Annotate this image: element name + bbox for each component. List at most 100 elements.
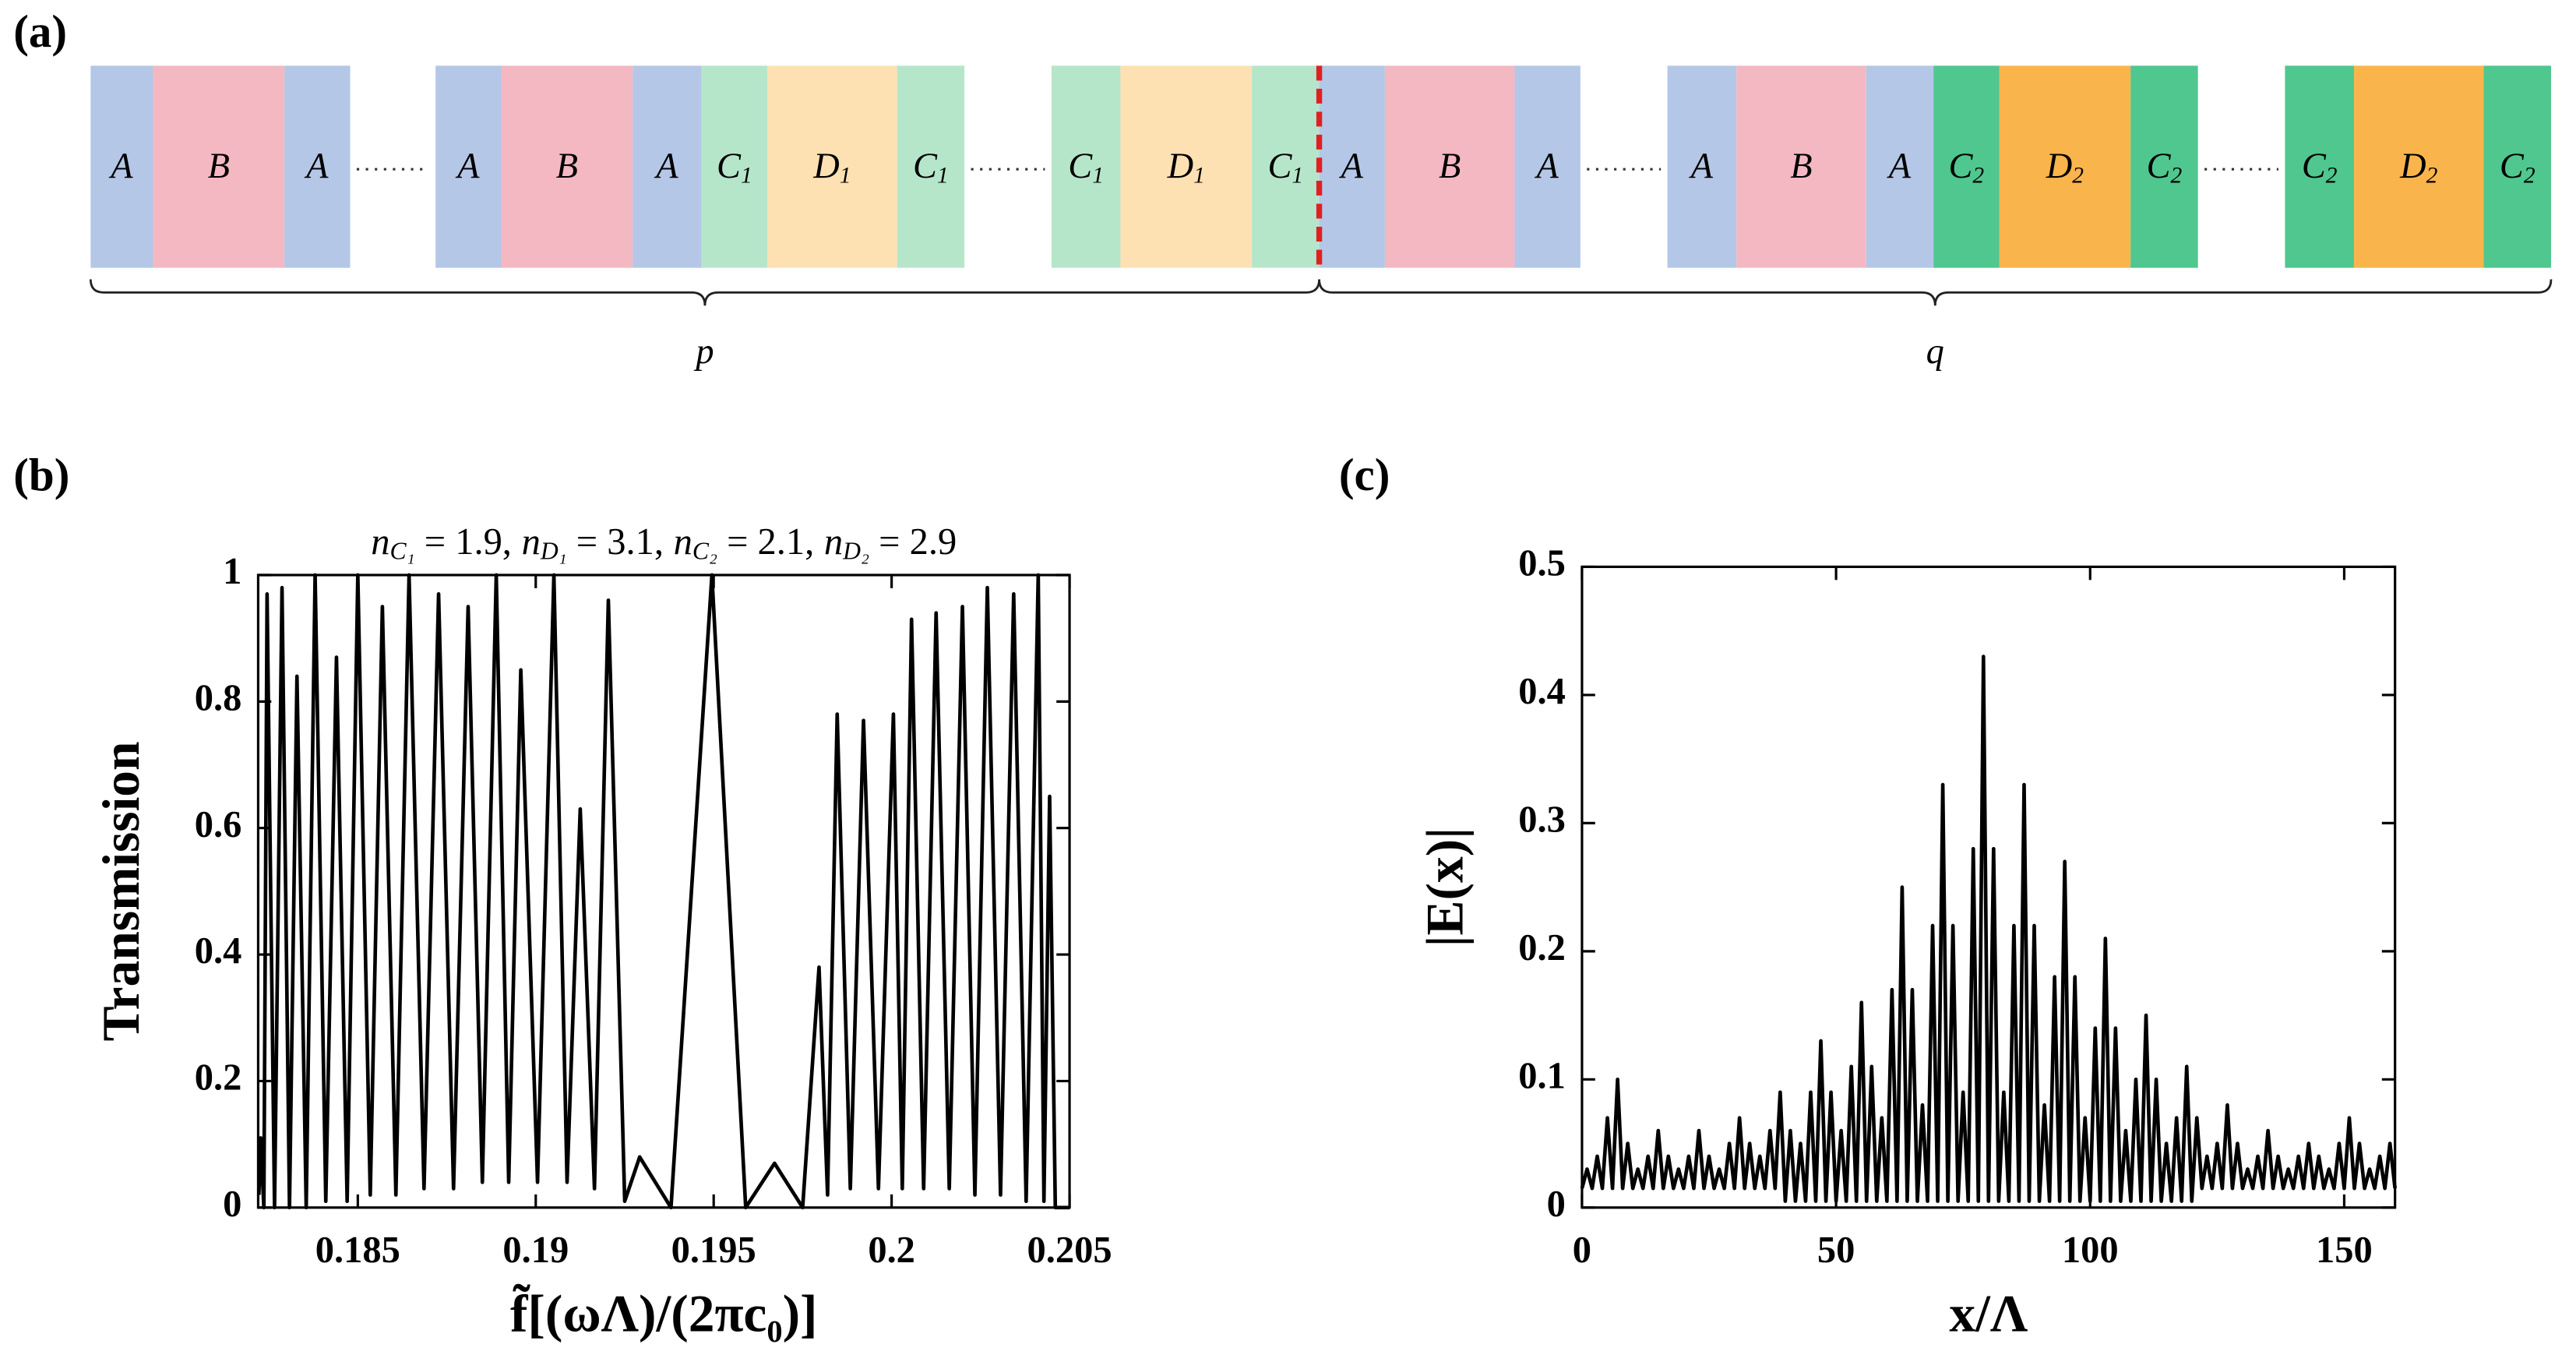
layer xyxy=(2483,65,2551,268)
layer-sub: 2 xyxy=(1972,163,1984,188)
layer-label: C1 xyxy=(1068,146,1104,189)
layer-sub: 1 xyxy=(937,163,949,188)
title-value: = 2.1, xyxy=(717,521,814,563)
x-tick-label: 0.195 xyxy=(671,1230,756,1271)
layer xyxy=(2353,65,2484,268)
brace-label: p xyxy=(693,332,714,372)
panel-label: (c) xyxy=(1339,449,1390,500)
layer-label: B xyxy=(1790,146,1812,186)
layer-sub: 1 xyxy=(1292,163,1303,188)
layer-label: C2 xyxy=(2147,146,2183,189)
layer xyxy=(1384,65,1515,268)
layer xyxy=(1667,65,1737,268)
layer-name: D xyxy=(1167,146,1194,186)
y-tick-label: 0.2 xyxy=(195,1057,242,1099)
y-axis-label: |E(x)| xyxy=(1416,827,1475,947)
x-tick-label: 150 xyxy=(2316,1230,2373,1271)
title-sub: D₂ xyxy=(842,538,869,565)
layer-name: A xyxy=(1534,146,1559,186)
layer-label: C1 xyxy=(1267,146,1303,189)
title-symbol: n xyxy=(674,521,692,563)
y-axis-label: Transmission xyxy=(92,741,150,1041)
layer xyxy=(1120,65,1253,268)
layer-label: B xyxy=(208,146,230,186)
layer xyxy=(1051,65,1121,268)
layer-name: C xyxy=(2302,146,2327,186)
brace xyxy=(89,279,1320,306)
layer-name: C xyxy=(1068,146,1093,186)
layer-label: A xyxy=(1534,146,1559,186)
title-sub: D₁ xyxy=(540,538,567,565)
data-line xyxy=(257,573,1070,1210)
layer xyxy=(1514,65,1580,268)
layer xyxy=(1999,65,2131,268)
layer-name: D xyxy=(812,146,840,186)
layer-label: B xyxy=(1439,146,1461,186)
x-tick-label: 0.185 xyxy=(315,1230,400,1271)
layer xyxy=(1866,65,1934,268)
title-value: = 2.9 xyxy=(869,521,957,563)
layer-name: B xyxy=(1790,146,1812,186)
layer-label: A xyxy=(455,146,480,186)
title-value: = 1.9, xyxy=(415,521,512,563)
layer xyxy=(1319,65,1385,268)
layer-sub: 1 xyxy=(741,163,752,188)
layer-name: A xyxy=(654,146,678,186)
title-sub: C₁ xyxy=(390,538,415,565)
layer-label: C1 xyxy=(913,146,949,189)
y-tick-label: 0.4 xyxy=(1518,671,1566,712)
x-axis-label: x/Λ xyxy=(1949,1285,2028,1343)
layer-label: D2 xyxy=(2046,146,2084,189)
y-tick-label: 0.1 xyxy=(1518,1055,1566,1096)
y-tick-label: 0.2 xyxy=(1518,927,1566,969)
layer-name: C xyxy=(2500,146,2525,186)
layer xyxy=(897,65,965,268)
title-sub: C₂ xyxy=(692,538,717,565)
x-tick-label: 0.205 xyxy=(1027,1230,1112,1271)
title-symbol: n xyxy=(371,521,389,563)
layer-name: A xyxy=(108,146,133,186)
title-symbol: n xyxy=(824,521,843,563)
layer-label: C2 xyxy=(2302,146,2338,189)
layer-name: B xyxy=(208,146,230,186)
data-line xyxy=(1580,655,2397,1203)
chart-title: nC₁ = 1.9, nD₁ = 3.1, nC₂ = 2.1, nD₂ = 2.9 xyxy=(371,521,957,565)
title-symbol: n xyxy=(522,521,541,563)
layer-name: C xyxy=(1267,146,1292,186)
layer-sub: 2 xyxy=(2072,163,2084,188)
brace xyxy=(1318,279,2553,306)
layer-name: C xyxy=(717,146,742,186)
layer-name: C xyxy=(2147,146,2172,186)
layer-label: B xyxy=(556,146,578,186)
layer-label: A xyxy=(1689,146,1714,186)
layer-label: A xyxy=(108,146,133,186)
y-tick-label: 0.5 xyxy=(1518,543,1566,584)
brace-label: q xyxy=(1926,332,1944,372)
layer-name: A xyxy=(1339,146,1364,186)
layer-label: D1 xyxy=(1167,146,1205,189)
y-tick-label: 1 xyxy=(223,551,241,592)
layer-name: D xyxy=(2399,146,2426,186)
panel-label: (a) xyxy=(13,5,67,57)
x-tick-label: 0 xyxy=(1573,1230,1591,1271)
layer xyxy=(435,65,502,268)
layer-sub: 1 xyxy=(1193,163,1205,188)
layer-label: C1 xyxy=(717,146,752,189)
layer-name: D xyxy=(2046,146,2073,186)
layer xyxy=(284,65,351,268)
y-tick-label: 0.3 xyxy=(1518,799,1566,841)
layer-sub: 1 xyxy=(1092,163,1104,188)
axes-box xyxy=(256,573,1071,1209)
layer-label: D1 xyxy=(812,146,851,189)
layer xyxy=(701,65,768,268)
layer xyxy=(2130,65,2198,268)
layer-name: A xyxy=(1887,146,1912,186)
y-tick-label: 0.8 xyxy=(195,677,242,718)
x-tick-label: 0.2 xyxy=(868,1230,915,1271)
layer-label: A xyxy=(1339,146,1364,186)
panel-label: (b) xyxy=(13,449,69,500)
y-tick-label: 0 xyxy=(1547,1184,1566,1225)
layer-name: B xyxy=(556,146,578,186)
layer-sub: 2 xyxy=(2171,163,2183,188)
